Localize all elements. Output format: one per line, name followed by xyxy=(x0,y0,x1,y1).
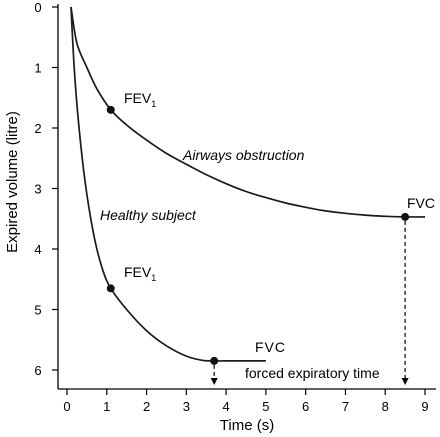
x-tick-label: 2 xyxy=(143,399,150,414)
y-tick-label: 5 xyxy=(34,303,41,318)
y-tick-label: 1 xyxy=(34,61,41,76)
markers xyxy=(106,105,410,365)
forced-expiratory-time-label: forced expiratory time xyxy=(245,365,380,381)
x-axis-title: Time (s) xyxy=(220,417,274,434)
dashed-lines xyxy=(210,220,409,385)
x-tick-label: 0 xyxy=(63,399,70,414)
x-tick-label: 9 xyxy=(421,399,428,414)
y-tick-label: 0 xyxy=(34,0,41,15)
fev1-label-healthy: FEV1 xyxy=(124,264,156,283)
fev1-label-obstruction: FEV1 xyxy=(124,90,156,109)
x-tick-label: 8 xyxy=(382,399,389,414)
y-tick-label: 4 xyxy=(34,242,41,257)
x-tick-label: 1 xyxy=(103,399,110,414)
x-ticks: 0 1 2 3 4 5 6 7 8 9 xyxy=(63,389,429,414)
fvc-label-healthy: FVC xyxy=(255,339,286,355)
y-axis-title: Expired volume (litre) xyxy=(4,111,21,253)
x-tick-label: 7 xyxy=(342,399,349,414)
x-tick-label: 5 xyxy=(262,399,269,414)
fvc-point xyxy=(210,356,219,365)
fev1-label-healthy-main: FEV xyxy=(124,264,152,280)
curves xyxy=(70,6,426,362)
series-label-airways: Airways obstruction xyxy=(182,147,305,163)
fev1-label-obstruction-sub: 1 xyxy=(151,99,156,109)
fvc-label-obstruction: FVC xyxy=(407,195,435,211)
x-tick-label: 3 xyxy=(183,399,190,414)
fvc-arrowhead xyxy=(210,378,218,385)
fev1-label-healthy-sub: 1 xyxy=(151,273,156,283)
fev1-point xyxy=(106,284,115,293)
x-tick-label: 4 xyxy=(222,399,229,414)
series-line-airways-obstruction xyxy=(70,6,426,218)
y-tick-label: 6 xyxy=(34,363,41,378)
y-tick-label: 3 xyxy=(34,182,41,197)
series-line-healthy-subject xyxy=(70,6,266,362)
fev1-label-obstruction-main: FEV xyxy=(124,90,152,106)
y-tick-label: 2 xyxy=(34,121,41,136)
fev1-point xyxy=(106,105,115,114)
fvc-arrowhead xyxy=(401,378,409,385)
x-tick-label: 6 xyxy=(302,399,309,414)
fvc-point xyxy=(401,212,410,221)
y-ticks: 0 1 2 3 4 5 6 xyxy=(34,0,58,378)
series-label-healthy: Healthy subject xyxy=(100,207,197,223)
